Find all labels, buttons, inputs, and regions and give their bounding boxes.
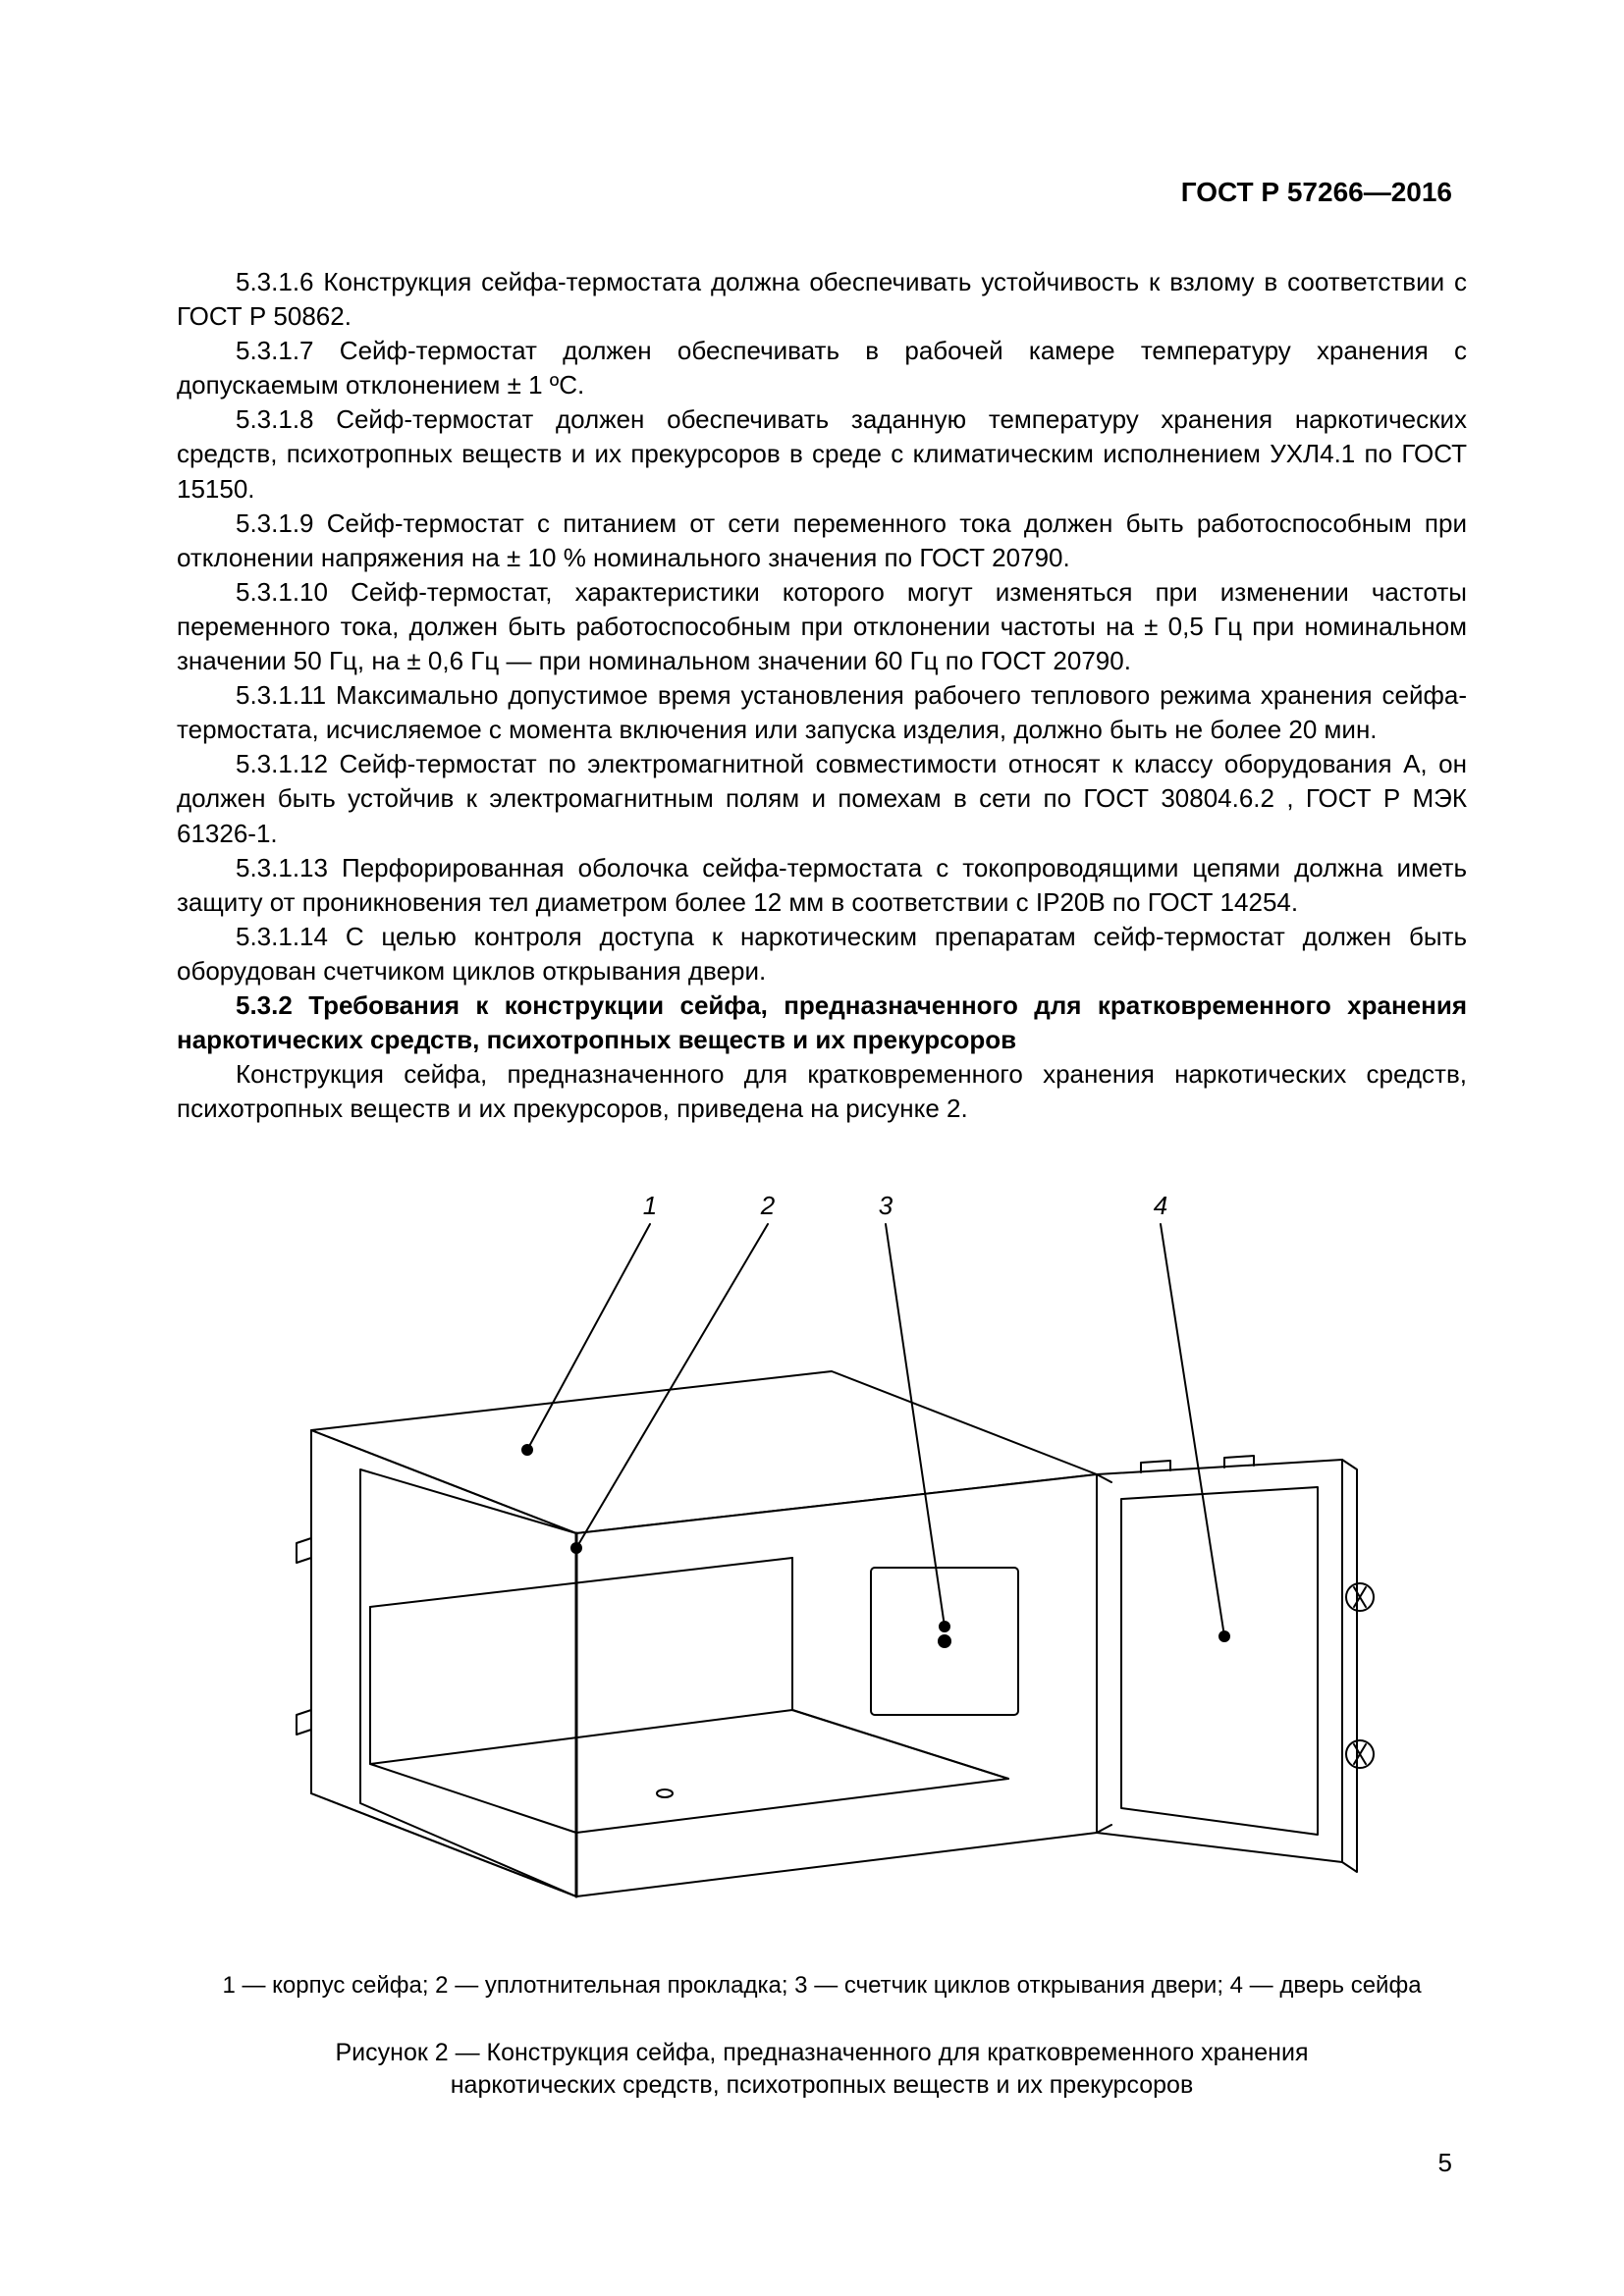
callout-3: 3 xyxy=(879,1191,893,1220)
body-text: 5.3.1.6 Конструкция сейфа-термостата дол… xyxy=(177,265,1467,2103)
clause-5-3-1-7: 5.3.1.7 Сейф-термостат должен обеспечива… xyxy=(177,334,1467,402)
callout-4: 4 xyxy=(1154,1191,1167,1220)
figure-caption: Рисунок 2 — Конструкция сейфа, предназна… xyxy=(336,2037,1309,2104)
clause-5-3-1-9: 5.3.1.9 Сейф-термостат с питанием от сет… xyxy=(177,507,1467,575)
clause-5-3-1-12: 5.3.1.12 Сейф-термостат по электромагнит… xyxy=(177,747,1467,850)
figure-2: 1 2 3 4 1 — корпус сейфа; 2 — уплотнител… xyxy=(177,1175,1467,2103)
clause-5-3-1-8: 5.3.1.8 Сейф-термостат должен обеспечива… xyxy=(177,402,1467,506)
section-5-3-2-heading: 5.3.2 Требования к конструкции сейфа, пр… xyxy=(177,988,1467,1057)
standard-code-header: ГОСТ Р 57266—2016 xyxy=(1181,177,1452,208)
callout-1: 1 xyxy=(643,1191,657,1220)
section-5-3-2-intro: Конструкция сейфа, предназначенного для … xyxy=(177,1057,1467,1126)
clause-5-3-1-10: 5.3.1.10 Сейф-термостат, характеристики … xyxy=(177,575,1467,678)
figure-caption-line-1: Рисунок 2 — Конструкция сейфа, предназна… xyxy=(336,2039,1309,2066)
safe-diagram-icon: 1 2 3 4 xyxy=(243,1175,1401,1941)
figure-caption-line-2: наркотических средств, психотропных веще… xyxy=(451,2071,1194,2099)
figure-legend: 1 — корпус сейфа; 2 — уплотнительная про… xyxy=(222,1970,1421,2002)
clause-5-3-1-6: 5.3.1.6 Конструкция сейфа-термостата дол… xyxy=(177,265,1467,334)
clause-5-3-1-13: 5.3.1.13 Перфорированная оболочка сейфа-… xyxy=(177,851,1467,920)
clause-5-3-1-14: 5.3.1.14 С целью контроля доступа к нарк… xyxy=(177,920,1467,988)
callout-2: 2 xyxy=(760,1191,776,1220)
page-number: 5 xyxy=(1438,2148,1452,2178)
clause-5-3-1-11: 5.3.1.11 Максимально допустимое время ус… xyxy=(177,678,1467,747)
page: ГОСТ Р 57266—2016 5.3.1.6 Конструкция се… xyxy=(0,0,1624,2296)
